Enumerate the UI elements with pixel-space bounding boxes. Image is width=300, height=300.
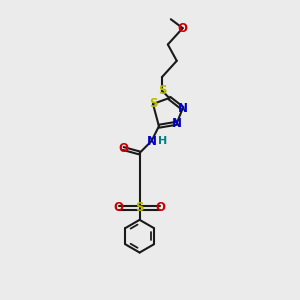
Text: N: N [178, 102, 188, 115]
Text: O: O [118, 142, 128, 155]
Text: S: S [135, 202, 144, 214]
Text: O: O [114, 202, 124, 214]
Text: S: S [149, 98, 157, 110]
Text: O: O [155, 202, 165, 214]
Text: N: N [146, 135, 157, 148]
Text: H: H [158, 136, 167, 146]
Text: O: O [178, 22, 188, 34]
Text: S: S [158, 84, 166, 97]
Text: N: N [172, 117, 182, 130]
